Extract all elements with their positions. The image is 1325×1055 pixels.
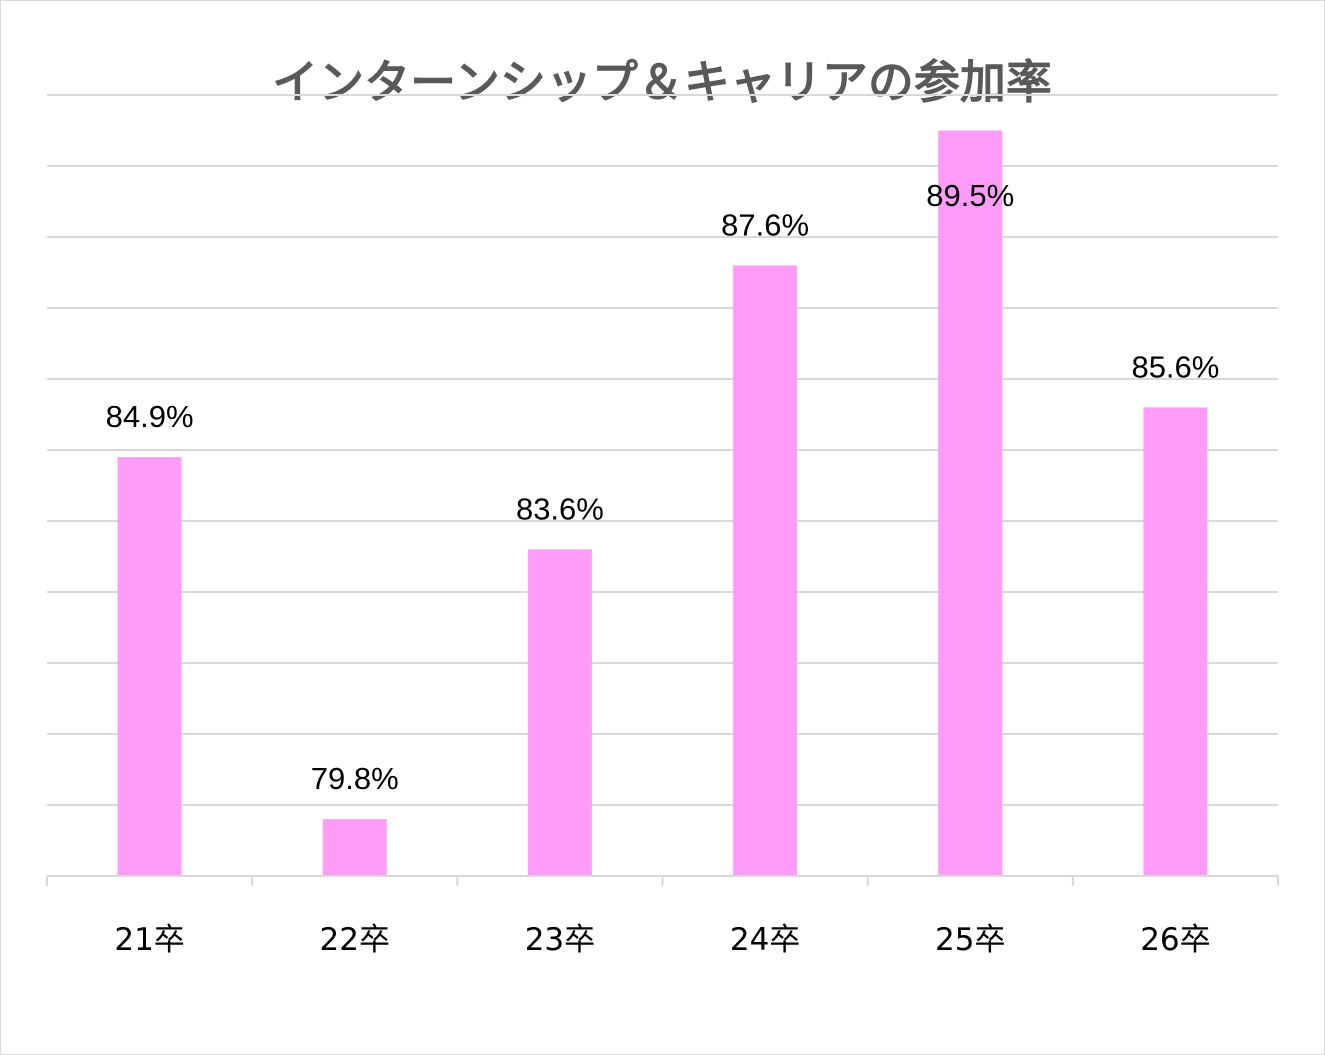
bar-23卒 <box>527 549 592 876</box>
x-axis: 21卒 22卒 23卒 24卒 25卒 26卒 <box>46 875 1279 958</box>
data-label: 84.9% <box>106 399 194 434</box>
bar-24卒 <box>733 265 798 876</box>
bar-25卒 <box>938 130 1003 876</box>
category-label: 23卒 <box>525 922 595 958</box>
data-label: 89.5% <box>926 178 1014 213</box>
data-label: 79.8% <box>311 761 399 796</box>
bar-26卒 <box>1143 407 1208 876</box>
category-label: 22卒 <box>320 922 390 958</box>
category-label: 21卒 <box>114 922 184 958</box>
category-label: 25卒 <box>935 922 1005 958</box>
category-label: 26卒 <box>1140 922 1210 958</box>
bar-22卒 <box>322 819 387 876</box>
data-label: 87.6% <box>721 207 809 242</box>
chart-title: インターンシップ＆キャリアの参加率 <box>272 55 1052 109</box>
data-label: 83.6% <box>516 491 604 526</box>
bar-21卒 <box>117 457 182 876</box>
category-label: 24卒 <box>730 922 800 958</box>
data-labels: 84.9% 79.8% 83.6% 87.6% 89.5% 85.6% <box>106 178 1220 796</box>
gridlines <box>47 94 1278 806</box>
bars <box>117 130 1208 876</box>
data-label: 85.6% <box>1131 349 1219 384</box>
